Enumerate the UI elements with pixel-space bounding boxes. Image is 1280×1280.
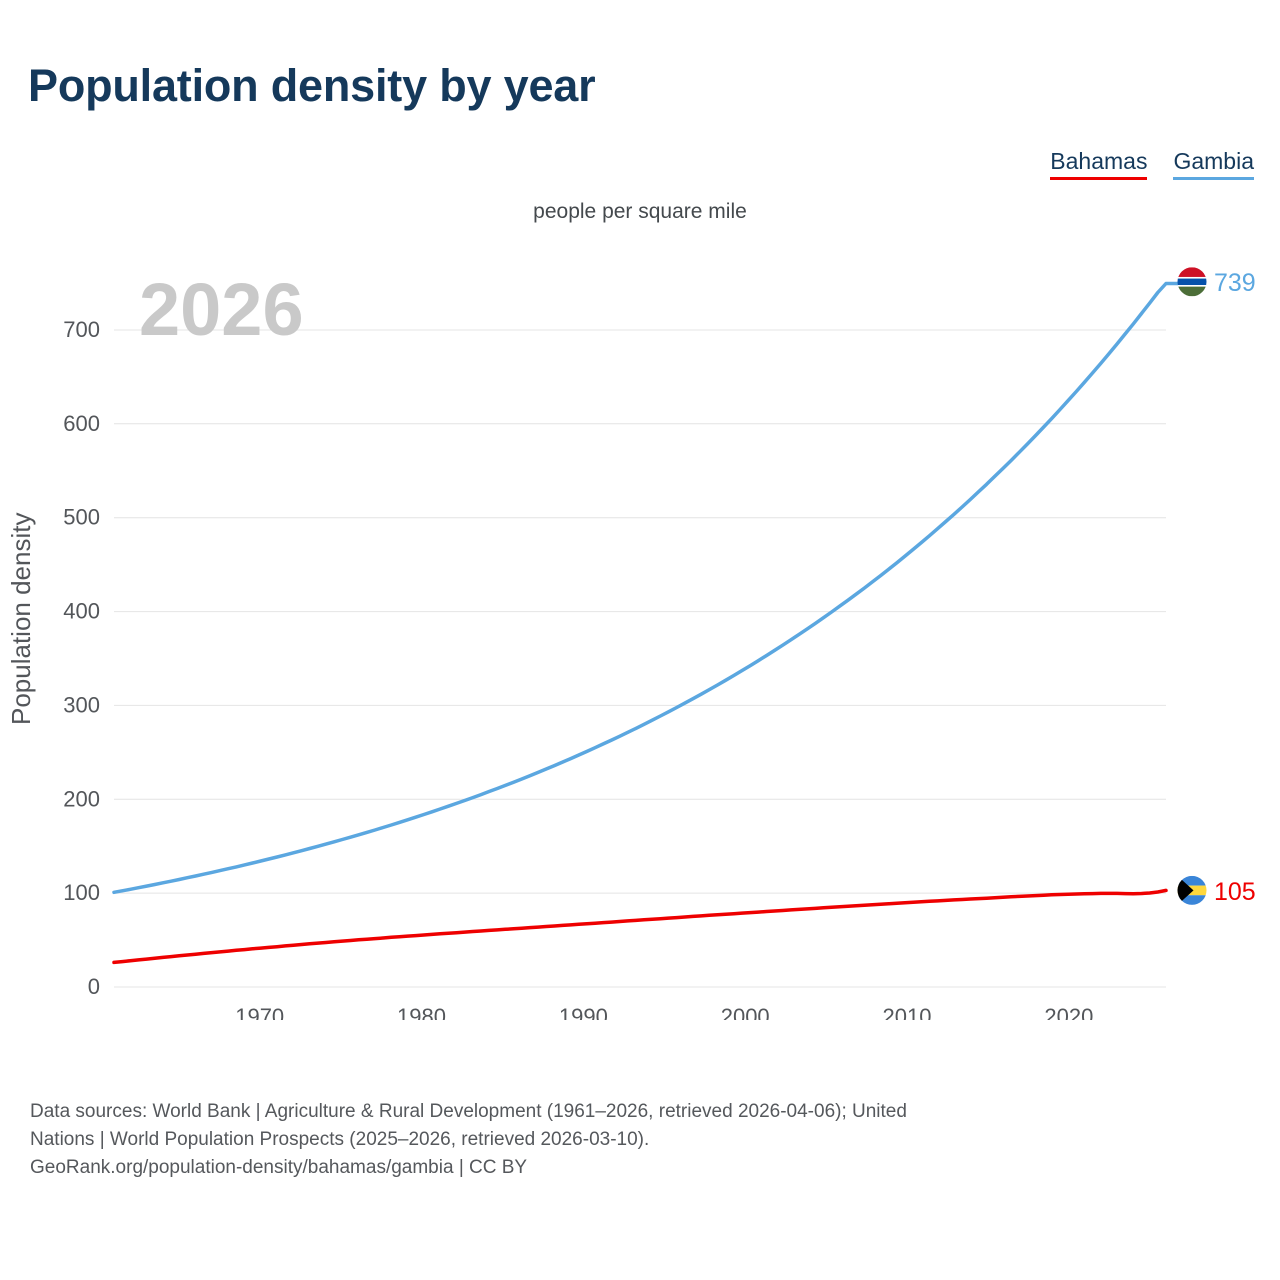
svg-text:1980: 1980 xyxy=(397,1004,446,1020)
svg-text:739: 739 xyxy=(1214,269,1256,297)
svg-text:0: 0 xyxy=(88,974,100,999)
svg-text:105: 105 xyxy=(1214,878,1256,906)
svg-text:700: 700 xyxy=(63,317,100,342)
svg-text:300: 300 xyxy=(63,692,100,717)
svg-text:600: 600 xyxy=(63,411,100,436)
svg-text:2010: 2010 xyxy=(883,1004,932,1020)
svg-text:2000: 2000 xyxy=(721,1004,770,1020)
svg-text:200: 200 xyxy=(63,786,100,811)
svg-text:2020: 2020 xyxy=(1044,1004,1093,1020)
svg-text:1990: 1990 xyxy=(559,1004,608,1020)
svg-text:1970: 1970 xyxy=(235,1004,284,1020)
svg-text:2026: 2026 xyxy=(139,268,304,351)
svg-text:400: 400 xyxy=(63,599,100,624)
svg-text:500: 500 xyxy=(63,505,100,530)
svg-text:100: 100 xyxy=(63,880,100,905)
